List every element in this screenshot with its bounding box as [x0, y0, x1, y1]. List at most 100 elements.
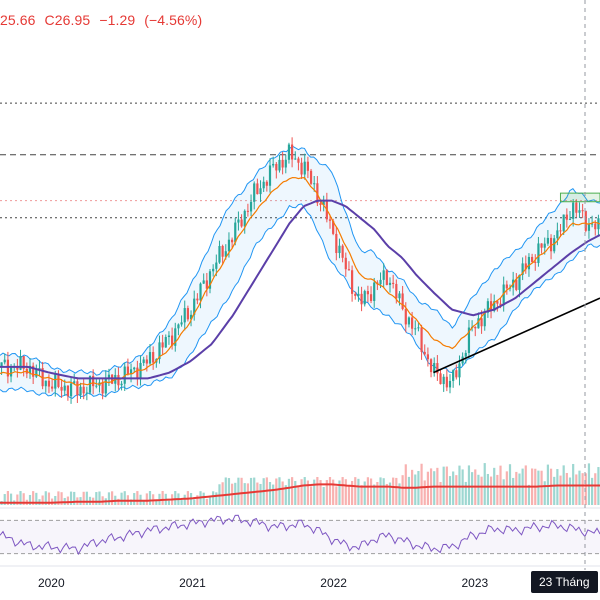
volume-bar	[433, 471, 436, 505]
candle-body	[467, 327, 471, 353]
volume-pane	[0, 463, 600, 505]
candle-body	[161, 342, 164, 348]
candle-body	[57, 373, 60, 387]
candle-body	[22, 356, 25, 369]
volume-bar	[54, 495, 57, 505]
bollinger-middle-line	[0, 176, 600, 386]
volume-bar	[439, 481, 442, 505]
candle-body	[486, 301, 489, 313]
candle-body	[537, 243, 540, 263]
volume-bar	[148, 491, 152, 505]
volume-bar	[512, 477, 515, 505]
volume-bar	[508, 464, 512, 505]
volume-bar	[414, 474, 417, 505]
candle-body	[521, 263, 524, 275]
volume-bar	[6, 491, 9, 505]
candle-body	[543, 243, 546, 248]
volume-bar	[3, 494, 6, 505]
candle-body	[32, 365, 35, 377]
candle-body	[63, 385, 66, 391]
volume-bar	[287, 478, 291, 505]
candle-body	[44, 380, 47, 387]
candle-body	[480, 318, 483, 327]
ohlc-change-value: −1.29	[99, 12, 136, 28]
volume-bar	[357, 478, 360, 505]
candle-body	[382, 270, 385, 280]
volume-bar	[505, 471, 508, 505]
candle-body	[527, 256, 531, 270]
volume-bar	[319, 480, 322, 505]
candle-body	[303, 161, 306, 175]
volume-bar	[464, 481, 467, 505]
candle-body	[392, 282, 395, 284]
volume-bar	[161, 491, 164, 505]
candle-body	[477, 318, 480, 329]
candle-body	[193, 298, 196, 315]
candle-body	[395, 283, 398, 299]
candle-body	[556, 230, 559, 239]
candle-body	[104, 378, 107, 394]
candle-body	[9, 367, 13, 377]
candle-body	[433, 363, 436, 373]
candle-body	[335, 233, 338, 254]
resistance-box	[559, 192, 600, 203]
candle-body	[448, 380, 452, 388]
candle-body	[174, 328, 177, 346]
candle-body	[120, 383, 123, 386]
candle-body	[455, 370, 458, 378]
volume-bar	[313, 479, 316, 505]
candle-body	[388, 282, 392, 285]
candle-body	[332, 220, 335, 234]
volume-bar	[259, 483, 262, 505]
volume-bar	[379, 477, 382, 505]
candle-body	[515, 279, 518, 290]
candle-body	[445, 376, 448, 388]
volume-bar	[57, 491, 60, 505]
volume-bar	[196, 495, 199, 505]
candle-body	[306, 161, 309, 171]
candle-body	[246, 210, 249, 212]
volume-bar	[133, 493, 136, 505]
volume-bar	[448, 476, 452, 505]
volume-bar	[73, 491, 76, 505]
volume-bar	[376, 481, 379, 505]
candle-body	[594, 223, 597, 230]
volume-bar	[60, 492, 63, 505]
volume-bar	[95, 492, 98, 505]
grid-layer	[0, 507, 600, 567]
candle-body	[117, 374, 120, 386]
volume-bar	[341, 477, 344, 505]
candle-body	[366, 291, 369, 295]
volume-bar	[47, 492, 51, 505]
volume-bar	[142, 500, 145, 505]
volume-bar	[556, 469, 559, 505]
volume-bar	[16, 494, 19, 505]
candle-body	[426, 354, 429, 360]
candle-body	[499, 303, 502, 306]
volume-bar	[572, 463, 575, 505]
candle-body	[259, 188, 262, 195]
candle-body	[281, 159, 284, 168]
candle-body	[546, 237, 549, 244]
trendline-layer	[433, 297, 600, 374]
candle-body	[572, 202, 575, 219]
candle-body	[502, 284, 505, 306]
candle-body	[407, 317, 411, 325]
volume-bar	[486, 473, 489, 505]
candle-body	[186, 308, 189, 320]
candle-body	[249, 201, 253, 212]
candle-body	[92, 375, 95, 387]
volume-bar	[483, 463, 486, 505]
candle-body	[76, 381, 79, 396]
volume-bar	[32, 491, 35, 505]
volume-bar	[584, 473, 587, 505]
candle-body	[562, 214, 565, 232]
volume-bar	[221, 482, 224, 505]
volume-bar	[455, 475, 458, 505]
volume-bar	[338, 480, 341, 505]
volume-bar	[373, 484, 376, 505]
candle-body	[152, 352, 155, 363]
candle-body	[505, 284, 508, 289]
volume-bar	[85, 491, 88, 505]
